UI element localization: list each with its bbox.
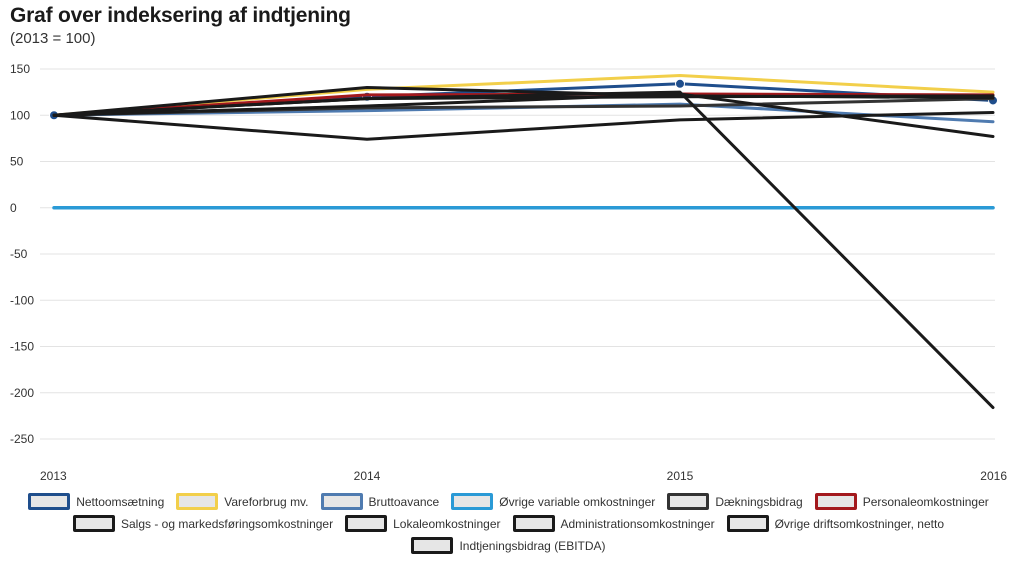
legend-item[interactable]: Salgs - og markedsføringsomkostninger — [73, 515, 333, 532]
series-line-10 — [52, 90, 995, 410]
legend-label: Nettoomsætning — [76, 494, 165, 509]
chart-subtitle: (2013 = 100) — [10, 30, 96, 47]
legend-label: Øvrige driftsomkostninger, netto — [774, 516, 944, 531]
legend-label: Salgs - og markedsføringsomkostninger — [121, 516, 334, 531]
legend-item[interactable]: Bruttoavance — [320, 493, 440, 510]
legend-label: Vareforbrug mv. — [224, 494, 309, 509]
chart-title: Graf over indeksering af indtjening — [10, 4, 351, 27]
legend-item[interactable]: Personaleomkostninger — [814, 493, 989, 510]
legend-swatch — [345, 515, 388, 532]
legend-swatch — [73, 515, 115, 532]
legend-item[interactable]: Dækningsbidrag — [667, 493, 803, 510]
legend-item[interactable]: Indtjeningsbidrag (EBITDA) — [411, 537, 606, 554]
legend-label: Administrationsomkostninger — [560, 516, 715, 531]
y-tick-label-5: -100 — [10, 293, 34, 307]
legend-row: Indtjeningsbidrag (EBITDA) — [0, 537, 1017, 554]
legend-item[interactable]: Administrationsomkostninger — [512, 515, 715, 532]
legend-label: Øvrige variable omkostninger — [499, 494, 656, 509]
y-tick-label-6: -150 — [10, 340, 34, 354]
chart-legend: Nettoomsætning Vareforbrug mv. Bruttoavanc… — [0, 493, 1017, 554]
y-tick-label-2: 50 — [10, 155, 24, 169]
line-chart: 150 100 50 0 -50 -100 -150 -200 -250 2013 2014 2015… — [10, 62, 1007, 483]
legend-swatch — [28, 493, 71, 510]
legend-swatch — [726, 515, 769, 532]
x-tick-label-2: 2015 — [667, 469, 694, 483]
x-tick-label-1: 2014 — [354, 469, 381, 483]
legend-swatch — [512, 515, 555, 532]
legend-item[interactable]: Øvrige variable omkostninger — [451, 493, 655, 510]
y-tick-label-0: 150 — [10, 62, 30, 76]
legend-swatch — [411, 537, 454, 554]
legend-label: Dækningsbidrag — [715, 494, 803, 509]
x-tick-label-3: 2016 — [980, 469, 1007, 483]
legend-swatch — [176, 493, 219, 510]
legend-label: Lokaleomkostninger — [393, 516, 501, 531]
legend-item[interactable]: Øvrige driftsomkostninger, netto — [726, 515, 944, 532]
legend-item[interactable]: Vareforbrug mv. — [176, 493, 309, 510]
series-line-8 — [52, 92, 995, 139]
legend-item[interactable]: Lokaleomkostninger — [345, 515, 501, 532]
legend-swatch — [320, 493, 363, 510]
y-tick-label-3: 0 — [10, 201, 17, 215]
legend-swatch — [667, 493, 710, 510]
legend-row: Nettoomsætning Vareforbrug mv. Bruttoavanc… — [0, 493, 1017, 510]
legend-swatch — [814, 493, 857, 510]
legend-row: Salgs - og markedsføringsomkostninger Lok… — [0, 515, 1017, 532]
legend-swatch — [451, 493, 494, 510]
legend-label: Personaleomkostninger — [862, 494, 989, 509]
y-tick-label-1: 100 — [10, 108, 30, 122]
y-tick-label-8: -250 — [10, 432, 34, 446]
y-tick-label-4: -50 — [10, 247, 28, 261]
series-point-0-2 — [675, 78, 685, 89]
y-tick-label-7: -200 — [10, 386, 34, 400]
legend-item[interactable]: Nettoomsætning — [28, 493, 164, 510]
legend-label: Indtjeningsbidrag (EBITDA) — [459, 538, 606, 553]
legend-label: Bruttoavance — [368, 494, 440, 509]
x-tick-label-0: 2013 — [40, 469, 67, 483]
